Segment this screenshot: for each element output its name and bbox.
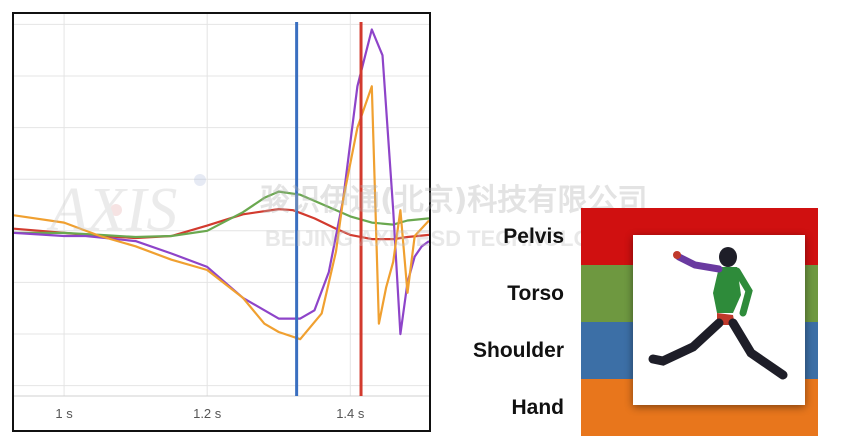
- x-tick-label: 1.4 s: [336, 406, 365, 421]
- grid: [14, 14, 429, 396]
- x-axis-ticks: 1 s 1.2 s 1.4 s: [55, 406, 364, 421]
- chart-panel: 1 s 1.2 s 1.4 s: [12, 12, 431, 432]
- legend-label-pelvis: Pelvis: [446, 208, 564, 265]
- time-markers: [297, 22, 361, 396]
- legend-label-torso: Torso: [446, 265, 564, 322]
- mocap-figure-card: [633, 235, 805, 405]
- series-line-3: [14, 86, 429, 339]
- legend-label-shoulder: Shoulder: [446, 322, 564, 379]
- line-chart: 1 s 1.2 s 1.4 s: [14, 14, 429, 430]
- x-tick-label: 1 s: [55, 406, 73, 421]
- segment-legend: Pelvis Torso Shoulder Hand: [446, 208, 846, 436]
- legend-label-hand: Hand: [446, 379, 564, 436]
- mocap-figure-image: [633, 235, 805, 405]
- x-tick-label: 1.2 s: [193, 406, 222, 421]
- series-line-1: [14, 192, 429, 237]
- series-line-2: [14, 30, 429, 335]
